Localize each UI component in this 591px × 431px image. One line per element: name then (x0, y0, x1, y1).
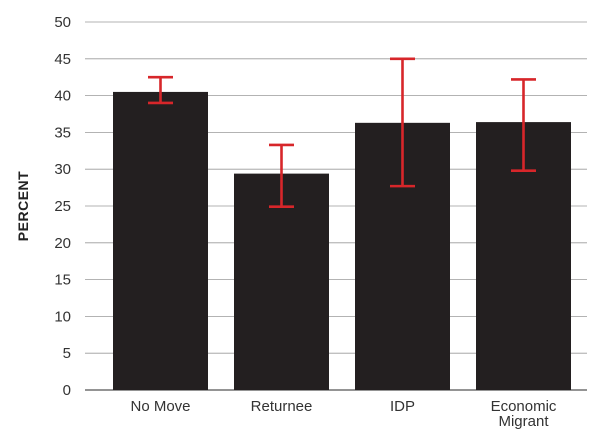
y-tick-label: 35 (54, 124, 71, 141)
x-tick-label: Migrant (498, 413, 549, 430)
y-tick-label: 0 (63, 382, 71, 399)
y-tick-labels: 0 5 10 15 20 25 30 35 40 45 50 (54, 14, 71, 399)
x-tick-label: No Move (130, 398, 190, 415)
y-tick-label: 5 (63, 345, 71, 362)
y-tick-label: 20 (54, 235, 71, 252)
bar (113, 91, 208, 391)
y-tick-label: 15 (54, 272, 71, 289)
y-tick-label: 10 (54, 308, 71, 325)
y-tick-label: 40 (54, 88, 71, 105)
x-tick-label: Economic (491, 398, 557, 415)
y-axis-title: PERCENT (15, 171, 31, 241)
y-tick-label: 50 (54, 14, 71, 31)
x-tick-label: IDP (390, 398, 415, 415)
bars (113, 91, 571, 391)
bar (234, 173, 329, 390)
y-tick-label: 45 (54, 51, 71, 68)
y-tick-label: 30 (54, 161, 71, 178)
x-tick-label: Returnee (251, 398, 313, 415)
error-bars (148, 57, 536, 209)
y-tick-label: 25 (54, 198, 71, 215)
